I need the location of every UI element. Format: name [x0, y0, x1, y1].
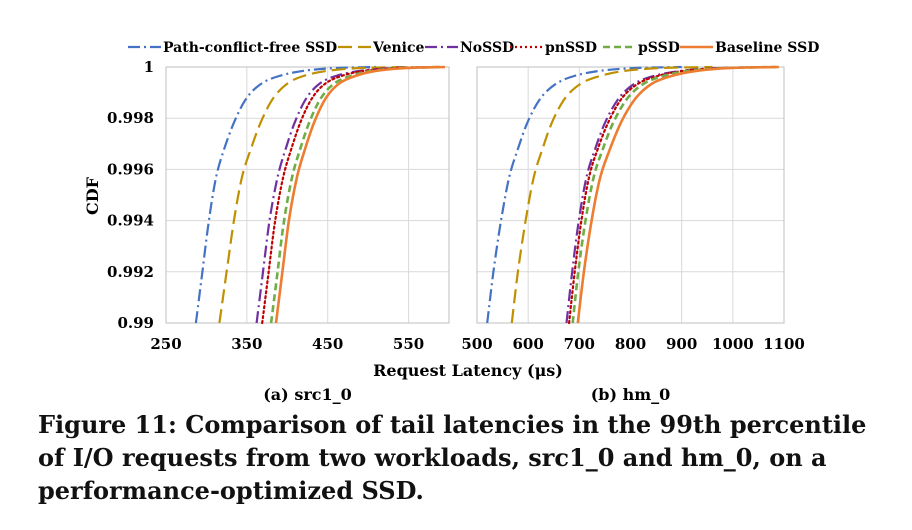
- y-tick-label: 0.996: [107, 160, 154, 178]
- x-tick-label: 350: [231, 335, 262, 353]
- series-line-nossd: [255, 65, 433, 324]
- series-line-venice: [510, 65, 713, 324]
- y-axis-label: CDF: [83, 176, 102, 215]
- series-line-nossd: [565, 65, 774, 324]
- x-tick-label: 1000: [712, 335, 754, 353]
- figure-caption: Figure 11: Comparison of tail latencies …: [38, 410, 867, 505]
- x-tick-label: 450: [312, 335, 343, 353]
- legend-label: Venice: [372, 40, 425, 56]
- x-axis-label: Request Latency (μs): [373, 361, 563, 380]
- plot-area-border: [476, 66, 785, 324]
- panel-b: 500 600 700 800 900 1000 1100 (b) hm_0: [461, 65, 805, 404]
- series-line-path-conflict-free-ssd: [486, 65, 682, 324]
- legend: Path-conflict-free SSD Venice NoSSD pnSSD pS…: [128, 40, 819, 56]
- x-tick-label: 800: [615, 335, 646, 353]
- series-line-pssd: [571, 65, 777, 324]
- x-tick-label: 700: [564, 335, 595, 353]
- series-line-path-conflict-free-ssd: [194, 65, 377, 324]
- x-tick-label: 500: [461, 335, 492, 353]
- series-line-pnssd: [261, 65, 438, 325]
- y-tick-label: 1: [144, 58, 154, 76]
- panel-label: (a) src1_0: [263, 385, 352, 404]
- x-tick-label: 900: [666, 335, 697, 353]
- y-tick-label: 0.992: [107, 263, 154, 281]
- legend-label: pSSD: [638, 40, 680, 56]
- legend-label: pnSSD: [545, 40, 597, 56]
- series-line-pssd: [269, 65, 441, 324]
- legend-label: NoSSD: [460, 40, 514, 56]
- legend-label: Baseline SSD: [715, 40, 819, 56]
- plot-area-border: [165, 66, 450, 324]
- y-tick-label: 0.99: [117, 314, 154, 332]
- series-line-venice: [218, 65, 409, 324]
- x-tick-label: 600: [513, 335, 544, 353]
- y-tick-label: 0.994: [107, 212, 154, 230]
- x-tick-label: 550: [393, 335, 424, 353]
- series-line-baseline-ssd: [274, 65, 446, 324]
- series-line-pnssd: [568, 65, 776, 325]
- legend-label: Path-conflict-free SSD: [163, 40, 337, 56]
- series-line-baseline-ssd: [576, 65, 779, 324]
- chart-canvas: Path-conflict-free SSD Venice NoSSD pnSSD pS…: [83, 40, 819, 404]
- x-tick-label: 250: [150, 335, 181, 353]
- x-tick-label: 1100: [763, 335, 805, 353]
- panel-label: (b) hm_0: [591, 385, 671, 404]
- y-tick-label: 0.998: [107, 109, 154, 127]
- panel-a: 0.99 0.992 0.994 0.996 0.998 1 250 350 450 550 (a)…: [107, 58, 450, 404]
